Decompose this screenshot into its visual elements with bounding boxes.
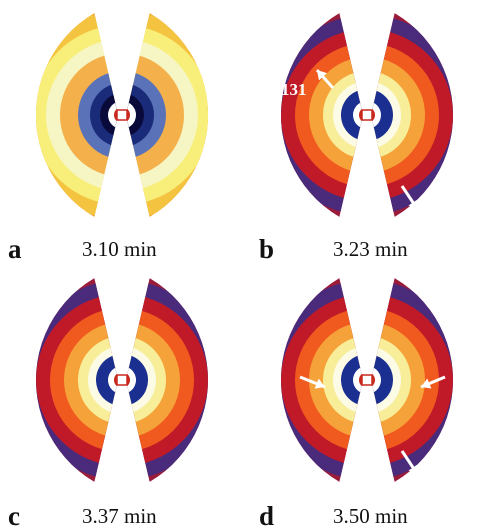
pattern-image-b — [280, 3, 454, 227]
pattern-image-d — [280, 268, 454, 492]
arrow-head-icon — [421, 378, 432, 389]
annotation-label: 131 — [281, 80, 307, 99]
panel-time-c: 3.37 min — [82, 504, 157, 528]
arrow-head-icon — [408, 199, 418, 210]
arrow-head-icon — [408, 464, 418, 475]
panel-time-d: 3.50 min — [333, 504, 408, 528]
panel-c: c 3.37 min — [0, 265, 245, 531]
panel-b: 131 b 3.23 min — [245, 0, 490, 264]
center-marker — [116, 374, 128, 386]
panel-label-d: d — [259, 501, 275, 531]
center-marker — [361, 374, 373, 386]
center-marker — [361, 109, 373, 121]
panel-d: d 3.50 min — [245, 265, 490, 531]
arrow-head-icon — [314, 378, 325, 389]
panel-time-b: 3.23 min — [333, 237, 408, 261]
center-marker — [116, 109, 128, 121]
panel-label-b: b — [259, 234, 275, 264]
panel-time-a: 3.10 min — [82, 237, 157, 261]
arrow-head-icon — [317, 70, 328, 81]
panel-a: a 3.10 min — [0, 0, 245, 264]
panel-label-a: a — [8, 234, 22, 264]
pattern-image-a — [35, 3, 209, 227]
panel-label-c: c — [8, 501, 20, 531]
pattern-image-c — [35, 268, 209, 492]
